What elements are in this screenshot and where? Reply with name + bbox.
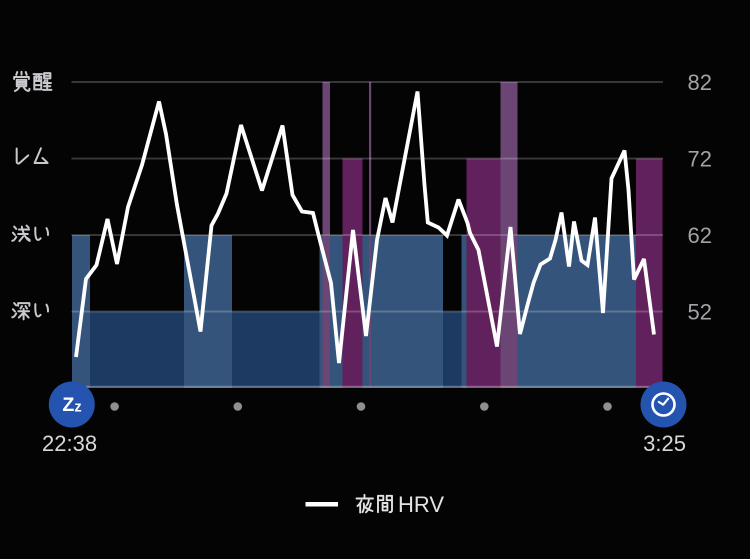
svg-text:Z: Z: [62, 394, 74, 416]
svg-text:22:38: 22:38: [42, 431, 97, 456]
svg-text:HRV: HRV: [398, 492, 444, 517]
svg-text:72: 72: [688, 147, 712, 172]
svg-text:z: z: [74, 400, 81, 416]
svg-text:62: 62: [688, 223, 712, 248]
svg-text:3:25: 3:25: [643, 431, 686, 456]
svg-text:82: 82: [688, 70, 712, 95]
svg-text:52: 52: [688, 300, 712, 325]
